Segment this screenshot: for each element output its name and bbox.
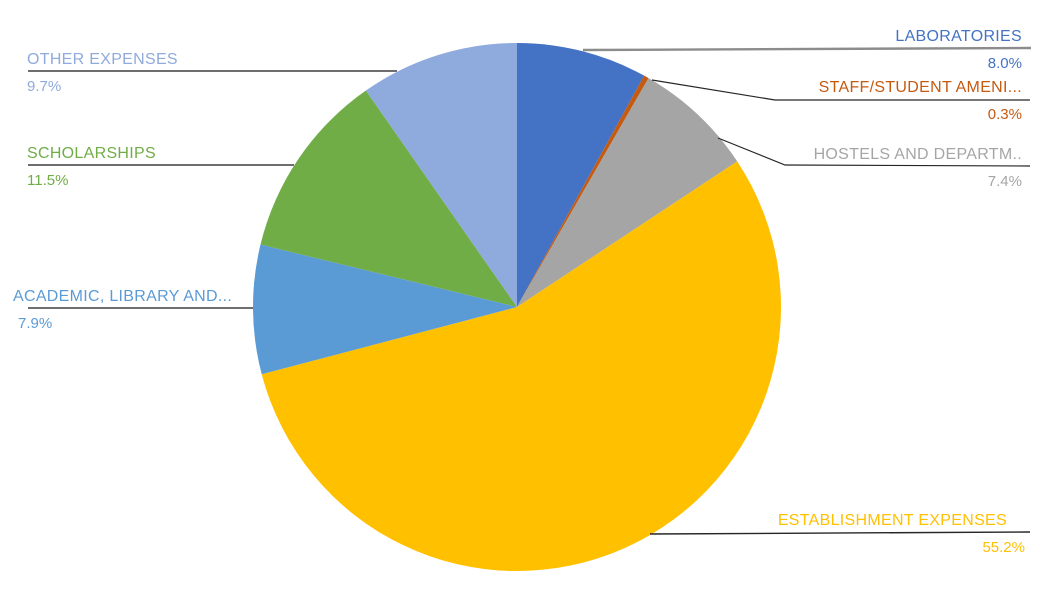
slice-pct-text: 8.0% [987, 55, 1022, 72]
slice-label-laboratories: LABORATORIES 8.0% [895, 27, 1022, 73]
slice-pct-text: 55.2% [982, 539, 1025, 556]
slice-label-other-expenses: OTHER EXPENSES 9.7% [27, 50, 178, 96]
slice-label-text: STAFF/STUDENT AMENI... [818, 79, 1022, 96]
slice-pct-text: 11.5% [27, 172, 69, 189]
slice-label-establishment-expenses: ESTABLISHMENT EXPENSES 55.2% [778, 511, 1025, 557]
pie-slice-6 [365, 43, 517, 307]
pie-slice-4 [252, 244, 517, 375]
pie-slice-2 [517, 78, 738, 307]
slice-label-text: SCHOLARSHIPS [27, 145, 156, 162]
leader-line-0 [582, 46, 1032, 52]
leader-line-1 [651, 79, 1030, 101]
slice-pct-text: 9.7% [27, 78, 62, 95]
slice-label-hostels-and-departments: HOSTELS AND DEPARTM.. 7.4% [814, 145, 1022, 191]
slice-label-staff-student-amenities: STAFF/STUDENT AMENI... 0.3% [819, 78, 1022, 124]
slice-label-text: HOSTELS AND DEPARTM.. [813, 146, 1022, 163]
slice-label-scholarships: SCHOLARSHIPS 11.5% [27, 144, 156, 190]
pie-slice-3 [261, 161, 781, 571]
slice-label-text: OTHER EXPENSES [27, 51, 178, 68]
pie-slice-0 [517, 43, 645, 307]
slice-label-text: LABORATORIES [895, 28, 1022, 45]
slice-label-academic-library: ACADEMIC, LIBRARY AND... 7.9% [13, 287, 232, 333]
pie-slice-1 [517, 75, 649, 307]
slice-label-text: ESTABLISHMENT EXPENSES [777, 512, 1007, 529]
slice-pct-text: 7.4% [987, 173, 1022, 190]
slice-pct-text: 7.9% [18, 315, 53, 332]
slice-pct-text: 0.3% [987, 106, 1022, 123]
slice-label-text: ACADEMIC, LIBRARY AND... [13, 288, 233, 305]
leader-line-2 [717, 137, 1031, 167]
pie-slice-5 [260, 90, 517, 307]
leader-line-3 [649, 531, 1031, 535]
